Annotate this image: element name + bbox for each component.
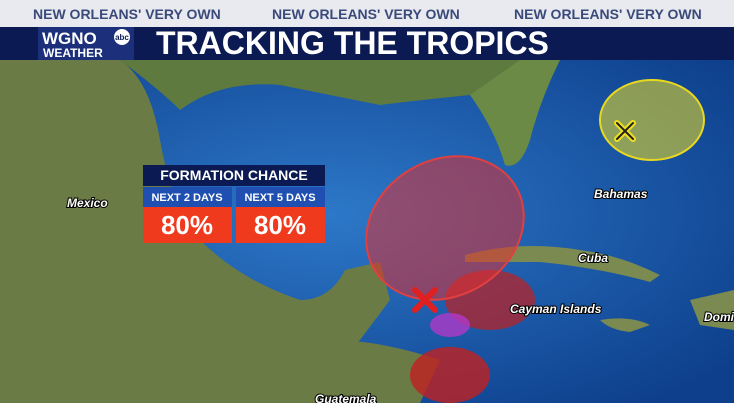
column-header	[143, 187, 232, 207]
tagline: NEW ORLEANS' VERY OWN	[33, 6, 221, 22]
chance-box	[236, 207, 325, 243]
land-florida	[470, 60, 560, 166]
formation-header	[143, 165, 325, 186]
title: TRACKING THE TROPICS	[156, 25, 549, 61]
tagline-bar	[0, 0, 734, 27]
map-label: Bahamas	[594, 187, 648, 201]
formation-area-high	[365, 155, 525, 301]
column-header	[236, 187, 325, 207]
disturbance-x	[412, 287, 438, 313]
chance-box	[143, 207, 232, 243]
map-label: Cayman Islands	[510, 302, 602, 316]
map-label: Mexico	[67, 196, 108, 210]
map-label: Domi	[704, 310, 734, 324]
tagline: NEW ORLEANS' VERY OWN	[514, 6, 702, 22]
logo-station: WGNO	[42, 29, 97, 48]
logo-network-badge	[114, 29, 130, 45]
chance-value: 80%	[254, 210, 306, 240]
logo-network: abc	[115, 33, 129, 42]
chance-value: 80%	[161, 210, 213, 240]
disturbance-x-outline	[616, 122, 634, 140]
logo-brand: WEATHER	[43, 46, 103, 60]
land-cuba	[465, 246, 660, 282]
column-label: NEXT 5 DAYS	[244, 192, 315, 204]
land-mexico	[0, 60, 390, 403]
map-label: Guatemala	[315, 392, 377, 403]
land-central-america	[320, 340, 440, 403]
map-label: Cuba	[578, 251, 608, 265]
tagline: NEW ORLEANS' VERY OWN	[272, 6, 460, 22]
land-us-coast	[120, 60, 520, 110]
land-jamaica	[600, 318, 650, 332]
column-label: NEXT 2 DAYS	[151, 192, 222, 204]
storm-cells	[410, 347, 490, 403]
formation-area-low	[599, 79, 705, 161]
land-hispaniola	[690, 290, 734, 330]
storm-core	[430, 313, 470, 337]
formation-title: FORMATION CHANCE	[160, 167, 308, 183]
